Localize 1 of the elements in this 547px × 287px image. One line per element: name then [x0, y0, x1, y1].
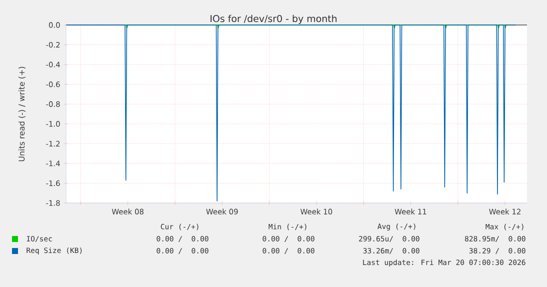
chart-title: IOs for /dev/sr0 - by month [210, 14, 337, 24]
